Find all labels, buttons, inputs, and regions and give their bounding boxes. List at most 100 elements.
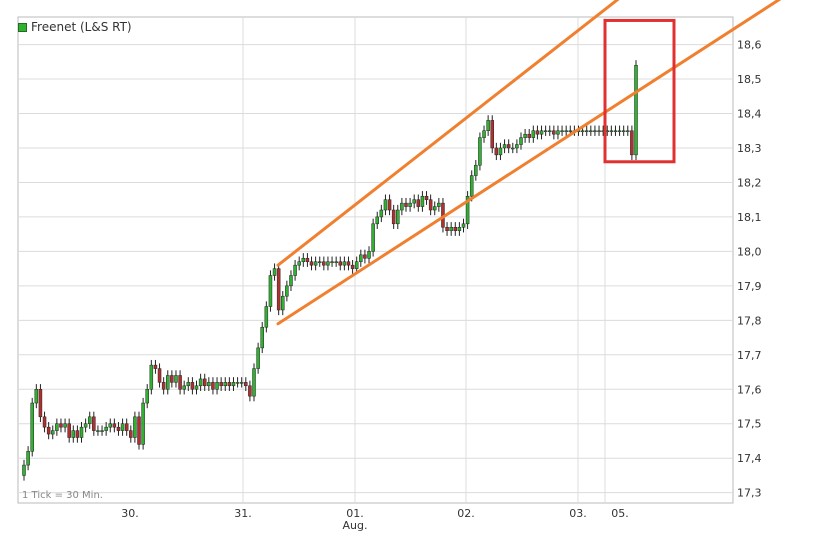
candle-body [474,164,478,176]
y-tick-label: 17,5 [737,418,762,431]
candle-body [252,368,256,397]
candle-body [124,423,129,431]
candle-body [34,389,39,404]
candle-body [202,378,207,387]
candle-body [519,137,523,145]
tick-interval-note: 1 Tick = 30 Min. [22,490,103,501]
candle-body [227,382,232,387]
candle-body [634,65,638,156]
candle-body [317,261,322,263]
y-tick-label: 18,3 [737,142,762,155]
candle-body [363,254,367,259]
candle-body [313,261,318,266]
candle-body [289,275,293,287]
candle-body [231,382,236,387]
candle-body [400,202,404,211]
candle-body [543,130,548,132]
y-tick-label: 18,2 [737,176,762,189]
candle-body [42,416,47,428]
candle-body [112,423,117,428]
candle-body [190,382,195,390]
candle-body [371,223,375,252]
candle-body [420,195,425,207]
candle-body [211,382,215,390]
candle-body [412,199,416,204]
candle-body [326,261,330,266]
candle-body [375,216,379,225]
trend-line [276,0,620,267]
candle-body [490,120,494,149]
candle-body [334,261,338,263]
candle-body [432,206,437,211]
candle-body [346,261,351,266]
candle-body [281,295,285,311]
candle-body [338,261,343,266]
candle-body [424,195,429,200]
y-tick-label: 18,6 [737,39,762,52]
candle-body [215,382,219,390]
candle-body [556,130,560,135]
candle-body [494,147,499,156]
candle-body [584,130,589,132]
candle-body [593,130,597,132]
candle-body [116,426,121,431]
x-tick-label: 30. [121,507,139,520]
highlight-box [603,18,676,164]
candle-body [367,251,371,259]
candle-body [186,382,191,387]
candle-body [617,130,622,132]
candle-body [626,130,630,132]
legend: Freenet (L&S RT) [18,20,132,34]
candle-body [630,130,634,156]
x-tick-label: 03. [569,507,587,520]
candle-body [297,261,301,266]
candle-body [535,130,540,135]
candle-body [170,375,174,383]
y-tick-label: 17,8 [737,314,762,327]
candle-body [71,430,76,438]
candle-body [404,202,408,207]
candle-body [244,382,248,387]
x-tick-label: 31. [234,507,252,520]
candle-body [293,264,297,276]
y-tick-label: 18,0 [737,245,762,258]
candle-body [387,199,392,211]
candle-body [104,426,108,431]
candle-body [137,416,141,445]
candle-body [383,199,388,211]
candle-body [161,382,166,390]
legend-label: Freenet (L&S RT) [31,20,132,34]
candle-body [506,144,511,149]
candle-body [416,199,421,207]
candle-body [330,261,334,263]
candle-body [194,385,199,390]
candle-body [51,430,55,435]
candle-body [198,378,203,387]
candle-body [92,416,96,431]
y-tick-label: 18,4 [737,108,762,121]
candle-body [108,423,113,428]
x-month-label: Aug. [343,519,368,532]
candle-body [219,382,223,387]
candle-body [256,347,260,369]
candle-body [30,402,34,452]
candle-body [305,258,310,262]
candle-body [515,144,519,149]
candle-body [129,430,133,438]
x-tick-label: 02. [457,507,475,520]
candle-body [149,364,154,390]
candle-body [301,258,306,262]
candle-body [100,430,104,432]
candle-body [350,264,355,269]
candle-body [223,382,228,387]
candle-body [482,130,486,138]
candle-body [498,147,503,156]
candle-body [597,130,601,132]
candle-body [133,416,137,438]
candle-body [83,423,88,428]
candle-body [309,261,314,266]
candle-body [59,423,63,428]
candle-body [453,227,458,231]
legend-swatch [18,22,27,32]
